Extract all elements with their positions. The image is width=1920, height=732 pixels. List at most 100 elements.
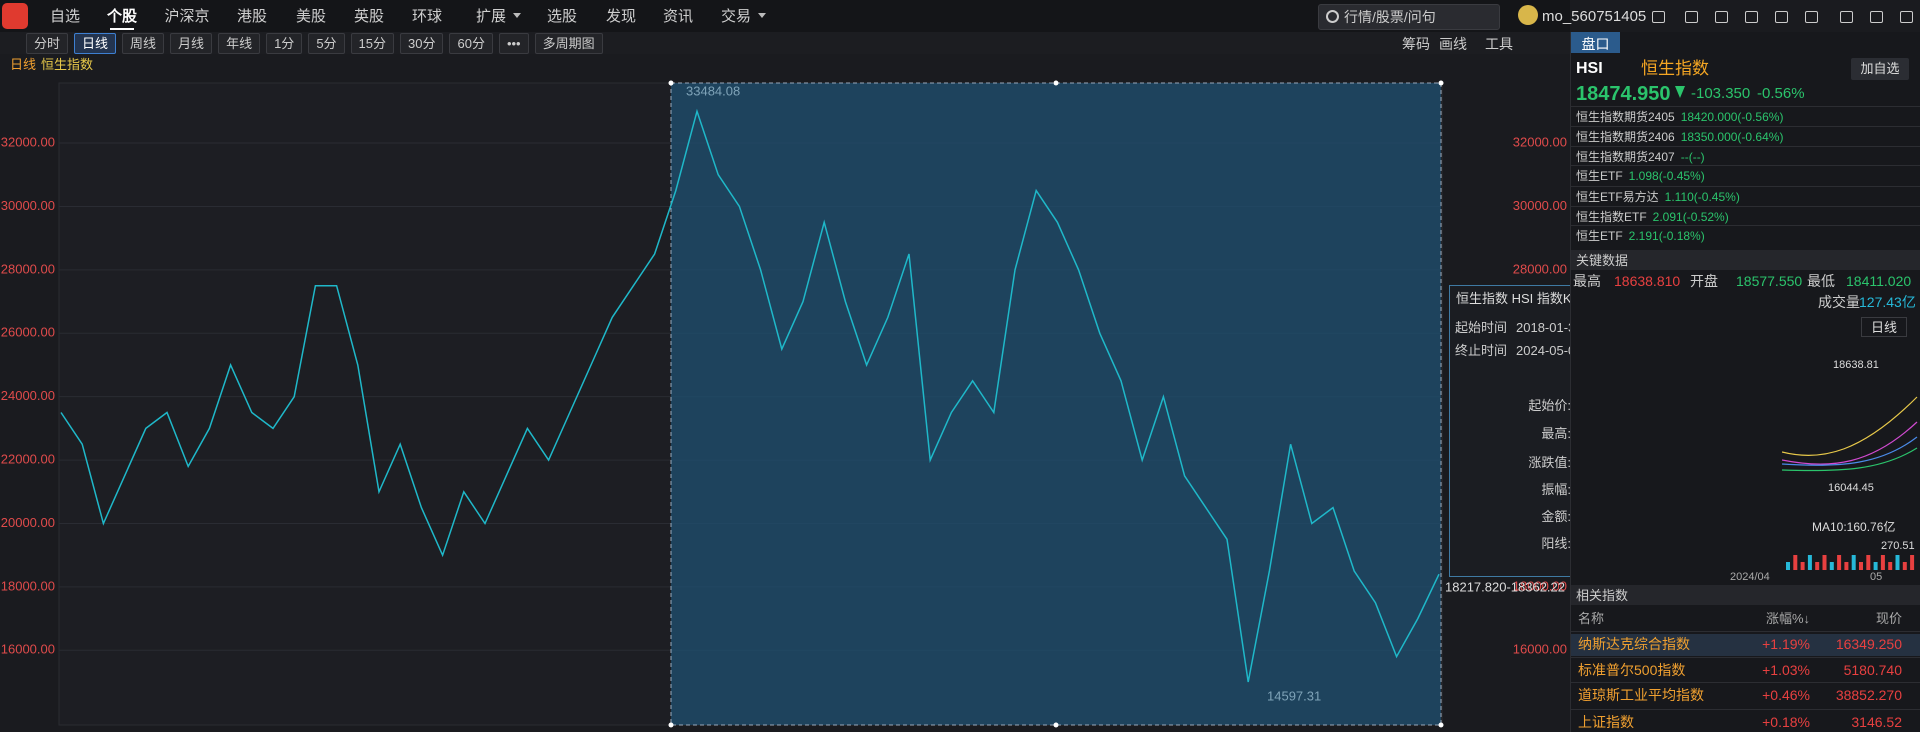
row-separator [1571, 657, 1920, 658]
y-tick-label: 18000.00 [1, 578, 55, 593]
period-button[interactable]: ••• [498, 33, 529, 54]
panel-tab[interactable]: 盘口 [1571, 32, 1620, 53]
volume-bar [1888, 562, 1893, 570]
ma-line [1782, 396, 1918, 457]
nav-item[interactable]: 美股 [295, 8, 326, 25]
quote-price: 18474.950 [1576, 83, 1671, 105]
range-annotation: 18217.820-18362.22 [1445, 579, 1565, 594]
nav-item[interactable]: 选股 [546, 8, 577, 25]
section-header [1571, 585, 1920, 605]
table-header: 涨幅%↓ [1765, 611, 1810, 626]
window-icon[interactable] [1900, 11, 1913, 23]
chart-name: 恒生指数 [41, 57, 94, 72]
row-separator [1571, 106, 1920, 107]
y-tick-label-right: 16000.00 [1513, 642, 1567, 657]
index-name[interactable]: 上证指数 [1578, 714, 1634, 730]
key-value: 18577.550 [1736, 273, 1803, 289]
volume-bar [1807, 555, 1812, 570]
nav-item[interactable]: 发现 [605, 8, 636, 25]
window-icon[interactable] [1652, 11, 1665, 23]
future-value: 18350.000(-0.64%) [1680, 130, 1784, 144]
y-tick-label: 30000.00 [1, 198, 55, 213]
mini-date: 2024/04 [1730, 571, 1770, 583]
window-icon[interactable] [1840, 11, 1853, 23]
tool-button[interactable]: 筹码 [1402, 36, 1430, 52]
quote-code: HSI [1576, 60, 1603, 77]
mini-chart [1782, 396, 1918, 570]
period-button[interactable]: 周线 [122, 33, 165, 54]
window-icon[interactable] [1685, 11, 1698, 23]
selection-handle [668, 80, 674, 86]
tool-button[interactable]: 工具 [1485, 36, 1513, 52]
nav-item[interactable]: 扩展 [475, 8, 506, 25]
quote-change: -103.350 [1691, 85, 1751, 102]
period-button[interactable]: 1分 [266, 33, 303, 54]
nav-item[interactable]: 英股 [353, 8, 384, 25]
row-separator [1571, 146, 1920, 147]
section-title: 关键数据 [1576, 253, 1629, 268]
future-value: 2.091(-0.52%) [1652, 210, 1729, 224]
period-button[interactable]: 分时 [26, 33, 69, 54]
period-button[interactable]: 月线 [170, 33, 213, 54]
key-value: 18638.810 [1614, 273, 1681, 289]
tool-button[interactable]: 画线 [1439, 36, 1467, 52]
nav-item[interactable]: 交易 [720, 8, 751, 25]
period-button[interactable]: 15分 [350, 33, 395, 54]
y-tick-label: 32000.00 [1, 134, 55, 149]
right-panel [1570, 32, 1920, 732]
nav-item[interactable]: 个股 [106, 8, 137, 25]
future-value: 2.191(-0.18%) [1628, 229, 1705, 243]
volume-bar [1851, 555, 1856, 570]
nav-item[interactable]: 环球 [411, 8, 442, 25]
toolbar: 分时 日线 周线 月线 年线 1分 5分 15分 30分 60分 ••• 多周期图 [26, 33, 603, 54]
user-name[interactable]: mo_560751405 [1542, 8, 1647, 25]
table-header: 现价 [1875, 611, 1902, 626]
selection-range [670, 82, 1442, 726]
stat-label: 起始价: [1528, 398, 1571, 413]
window-icon[interactable] [1870, 11, 1883, 23]
nav-item[interactable]: 沪深京 [164, 8, 210, 25]
index-name[interactable]: 纳斯达克综合指数 [1578, 636, 1690, 652]
stat-label: 振幅: [1541, 482, 1571, 497]
mini-ma: MA10:160.76亿 [1812, 520, 1896, 534]
period-button[interactable]: 30分 [400, 33, 444, 54]
period-button[interactable]: 60分 [449, 33, 493, 54]
window-icon[interactable] [1805, 11, 1818, 23]
index-change: +0.18% [1762, 714, 1810, 730]
window-icon[interactable] [1745, 11, 1758, 23]
volume-bar [1880, 555, 1885, 570]
search-placeholder: 行情/股票/问句 [1344, 9, 1436, 25]
row-separator [1571, 126, 1920, 127]
chart-period: 日线 [10, 57, 37, 72]
y-tick-label: 28000.00 [1, 261, 55, 276]
key-label: 最低 [1807, 273, 1835, 289]
high-annotation: 33484.08 [686, 83, 740, 98]
search-box[interactable] [1318, 4, 1500, 30]
period-button[interactable]: 年线 [218, 33, 261, 54]
future-value: --(--) [1680, 150, 1705, 164]
window-icon[interactable] [1715, 11, 1728, 23]
period-button[interactable]: 5分 [308, 33, 345, 54]
nav-item[interactable]: 自选 [49, 8, 80, 25]
volume-bar [1800, 562, 1805, 570]
index-name[interactable]: 标准普尔500指数 [1578, 662, 1686, 678]
mini-high: 18638.81 [1833, 359, 1879, 371]
index-name[interactable]: 道琼斯工业平均指数 [1578, 687, 1704, 703]
future-name: 恒生指数期货2406 [1576, 130, 1675, 144]
period-button[interactable]: 日线 [74, 33, 117, 54]
mini-vol: 270.51 [1881, 540, 1915, 552]
row-separator [1571, 682, 1920, 683]
add-watch-button[interactable]: 加自选 [1851, 58, 1909, 80]
nav-item[interactable]: 资讯 [662, 8, 693, 25]
period-dropdown[interactable]: 日线 [1861, 317, 1907, 337]
index-price: 16349.250 [1835, 636, 1902, 652]
window-icon[interactable] [1775, 11, 1788, 23]
period-button[interactable]: 多周期图 [534, 33, 603, 54]
index-price: 5180.740 [1843, 662, 1902, 678]
row-highlight [1571, 634, 1920, 656]
ma-line [1782, 436, 1918, 466]
nav-item[interactable]: 港股 [236, 8, 267, 25]
future-name: 恒生指数期货2407 [1576, 150, 1675, 164]
popup-value: 2018-01-30 [1516, 320, 1583, 335]
